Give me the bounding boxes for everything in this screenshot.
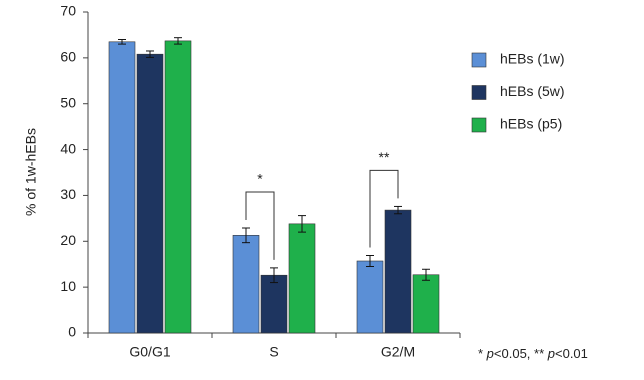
legend-swatch <box>471 52 487 68</box>
x-tick-label: G2/M <box>381 344 415 360</box>
legend-swatch <box>471 85 487 100</box>
error-bar <box>394 205 402 215</box>
y-tick-label: 0 <box>68 324 76 340</box>
bar <box>356 260 384 334</box>
x-tick-label: G0/G1 <box>129 344 170 360</box>
y-tick-label: 40 <box>60 140 76 156</box>
x-tick-label: S <box>269 344 278 360</box>
error-bar <box>270 267 278 284</box>
error-bar <box>298 215 306 233</box>
y-tick-label: 70 <box>60 3 76 19</box>
significance-bracket <box>245 191 275 260</box>
footnote-part: p <box>547 346 555 361</box>
bar <box>412 274 440 334</box>
error-bar <box>146 50 154 58</box>
y-tick-label: 30 <box>60 186 76 202</box>
y-tick-label: 50 <box>60 94 76 110</box>
bar <box>384 209 412 334</box>
error-bar <box>366 255 374 268</box>
error-bar <box>118 39 126 45</box>
footnote: * p<0.05, ** p<0.01 <box>478 346 588 361</box>
y-axis-label: % of 1w-hEBs <box>23 128 39 216</box>
legend-label: hEBs (5w) <box>500 83 565 99</box>
bar <box>136 53 164 334</box>
significance-label: ** <box>379 149 390 165</box>
significance-label: * <box>257 171 263 187</box>
footnote-part: <0.05, ** <box>494 346 548 361</box>
significance-bracket <box>369 169 399 248</box>
y-tick-label: 20 <box>60 232 76 248</box>
bar <box>164 40 192 334</box>
bar <box>260 274 288 334</box>
footnote-part: <0.01 <box>555 346 588 361</box>
legend-label: hEBs (1w) <box>500 51 565 67</box>
legend-swatch <box>471 117 487 133</box>
bar <box>288 223 316 334</box>
y-tick-label: 60 <box>60 49 76 65</box>
footnote-part: p <box>486 346 494 361</box>
bar <box>108 41 136 334</box>
y-tick-label: 10 <box>60 278 76 294</box>
error-bar <box>422 268 430 281</box>
footnote-part: * <box>478 346 487 361</box>
error-bar <box>242 227 250 244</box>
legend-label: hEBs (p5) <box>500 116 562 132</box>
bar <box>232 235 260 334</box>
error-bar <box>174 37 182 45</box>
